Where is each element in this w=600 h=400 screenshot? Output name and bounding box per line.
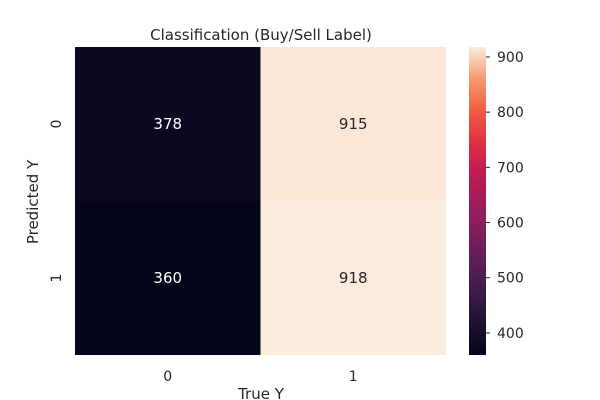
y-axis-label: Predicted Y xyxy=(24,159,42,244)
chart-title: Classification (Buy/Sell Label) xyxy=(150,26,372,44)
colorbar-tick-label: 700 xyxy=(497,160,524,176)
colorbar-ticks: 400 500 600 700 800 900 xyxy=(486,50,524,342)
heatmap-cell xyxy=(260,201,446,355)
x-tick-label: 0 xyxy=(163,369,172,385)
y-tick-label: 0 xyxy=(49,120,65,129)
x-tick-label: 1 xyxy=(349,369,358,385)
heatmap-cell xyxy=(260,47,446,201)
cell-value-label: 360 xyxy=(153,269,182,287)
heatmap-cell xyxy=(75,201,261,355)
heatmap-cell-labels: 378 915 360 918 xyxy=(153,115,367,287)
colorbar-tick-label: 400 xyxy=(497,326,524,342)
cell-value-label: 918 xyxy=(339,269,368,287)
colorbar-tick-label: 900 xyxy=(497,50,524,66)
heatmap-cell xyxy=(75,47,261,201)
colorbar-tick-label: 800 xyxy=(497,105,524,121)
cell-value-label: 915 xyxy=(339,115,368,133)
cell-value-label: 378 xyxy=(153,115,182,133)
y-axis-ticks: 01 xyxy=(49,120,65,283)
y-tick-label: 1 xyxy=(49,274,65,283)
colorbar xyxy=(469,47,486,355)
colorbar-tick-label: 500 xyxy=(497,271,524,287)
x-axis-label: True Y xyxy=(237,385,285,400)
colorbar-tick-label: 600 xyxy=(497,216,524,232)
heatmap-cells xyxy=(75,47,446,355)
